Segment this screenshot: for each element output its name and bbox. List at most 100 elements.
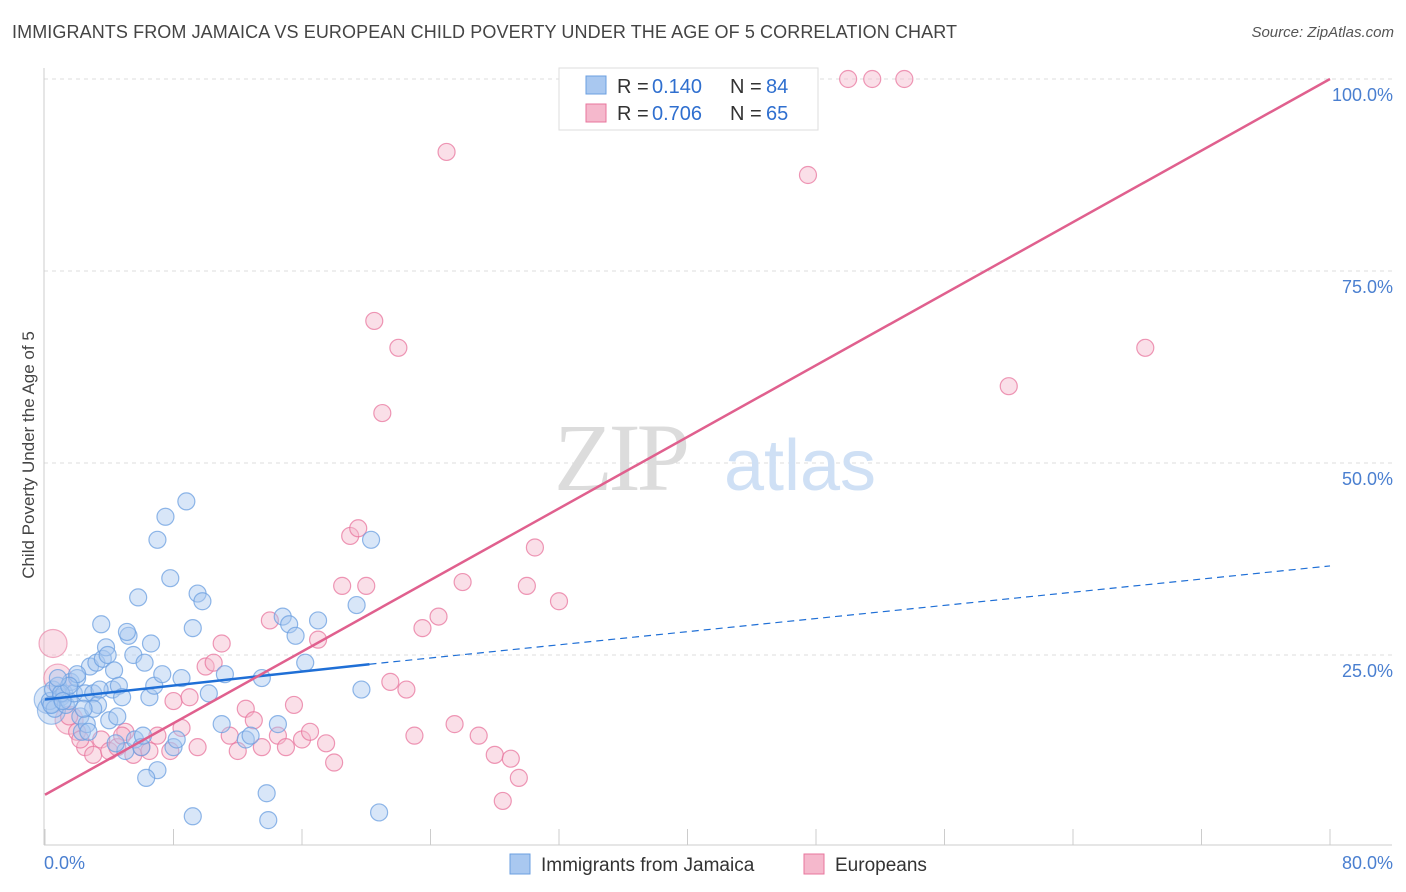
data-point: [92, 615, 111, 634]
data-point: [153, 665, 172, 684]
watermark: ZIP atlas: [554, 404, 876, 511]
y-axis-label: Child Poverty Under the Age of 5: [19, 331, 38, 579]
data-point: [437, 142, 456, 162]
data-point: [895, 69, 914, 89]
data-point: [204, 653, 223, 672]
data-point: [365, 311, 384, 331]
y-tick-label: 75.0%: [1342, 277, 1393, 297]
data-point: [308, 611, 328, 630]
chart-title: IMMIGRANTS FROM JAMAICA VS EUROPEAN CHIL…: [12, 22, 958, 42]
data-point: [268, 715, 288, 734]
correlation-legend: R = 0.140 N = 84 R = 0.706 N = 65: [558, 67, 819, 131]
data-point: [183, 619, 202, 638]
legend-swatch-blue: [585, 75, 607, 95]
legend-n-value-2: 65: [766, 103, 788, 125]
data-point-large: [38, 628, 68, 659]
data-point: [517, 576, 536, 595]
data-point: [493, 791, 512, 811]
data-point: [137, 768, 156, 787]
data-point: [90, 680, 109, 699]
data-point: [167, 730, 186, 749]
data-point: [98, 645, 117, 665]
watermark-atlas: atlas: [724, 426, 876, 506]
data-point: [284, 695, 304, 715]
data-point: [241, 726, 260, 745]
data-point: [413, 619, 432, 638]
data-point: [469, 726, 488, 745]
trend-line-europeans: [44, 77, 1331, 796]
y-tick-label: 25.0%: [1342, 661, 1393, 681]
data-point: [349, 519, 368, 538]
data-point: [84, 699, 103, 718]
data-point: [863, 69, 882, 89]
x-tick-label-min: 0.0%: [44, 853, 85, 873]
data-point: [316, 734, 336, 753]
y-tick-label: 50.0%: [1342, 469, 1393, 489]
data-point: [549, 592, 569, 611]
data-point: [405, 726, 424, 745]
data-point: [212, 715, 231, 734]
data-point: [53, 691, 72, 711]
watermark-zip: ZIP: [554, 404, 687, 511]
bottom-legend-swatch-pink: [803, 853, 825, 875]
data-point: [108, 707, 127, 726]
data-point: [199, 684, 218, 703]
data-point: [347, 595, 366, 615]
data-point: [445, 715, 464, 734]
data-point: [300, 722, 320, 741]
data-point: [79, 722, 98, 741]
data-point: [352, 680, 371, 699]
data-point: [84, 745, 103, 764]
data-point: [429, 607, 448, 626]
data-point: [172, 668, 191, 688]
data-point: [164, 691, 183, 711]
data-point: [839, 69, 858, 89]
data-point: [183, 807, 202, 826]
bottom-legend-label-europeans: Europeans: [835, 855, 927, 876]
data-point: [361, 530, 381, 549]
legend-r-label-2: R =: [617, 103, 649, 125]
legend-r-value-2: 0.706: [652, 103, 702, 125]
data-point: [381, 672, 400, 691]
data-point: [999, 377, 1018, 396]
legend-r-value-1: 0.140: [652, 76, 702, 98]
data-point: [112, 688, 132, 707]
bottom-legend-swatch-blue: [509, 853, 531, 875]
data-point: [188, 738, 207, 757]
trend-lines: [44, 77, 1331, 796]
data-point: [117, 622, 137, 642]
series-legend: Immigrants from Jamaica Europeans: [509, 853, 927, 876]
data-point: [798, 165, 818, 185]
data-point: [397, 680, 416, 699]
data-point: [48, 668, 67, 688]
data-point: [370, 803, 389, 822]
data-point: [180, 688, 199, 707]
data-point: [148, 530, 167, 549]
data-point: [1136, 338, 1155, 357]
data-point: [485, 745, 504, 764]
data-point: [96, 638, 116, 657]
bottom-legend-label-jamaica: Immigrants from Jamaica: [541, 855, 755, 876]
data-point: [161, 569, 180, 588]
data-point: [106, 734, 125, 753]
data-point: [373, 403, 392, 423]
data-point: [244, 711, 263, 730]
tick-labels: 25.0% 50.0% 75.0% 100.0% 0.0% 80.0%: [44, 85, 1393, 873]
data-point: [77, 715, 96, 734]
data-point: [280, 615, 299, 634]
data-point: [104, 661, 124, 680]
y-tick-label: 100.0%: [1332, 85, 1393, 105]
data-point: [286, 626, 305, 645]
data-point: [252, 738, 271, 757]
data-point: [156, 507, 175, 526]
data-point: [389, 338, 408, 357]
data-point: [212, 634, 231, 653]
data-point: [453, 572, 472, 592]
data-point: [74, 699, 93, 718]
legend-n-label-2: N =: [730, 103, 762, 125]
data-point: [141, 634, 161, 653]
data-point: [177, 492, 196, 511]
trend-line-jamaica-extension: [369, 565, 1331, 665]
data-point: [257, 784, 276, 803]
legend-swatch-pink: [585, 103, 607, 123]
